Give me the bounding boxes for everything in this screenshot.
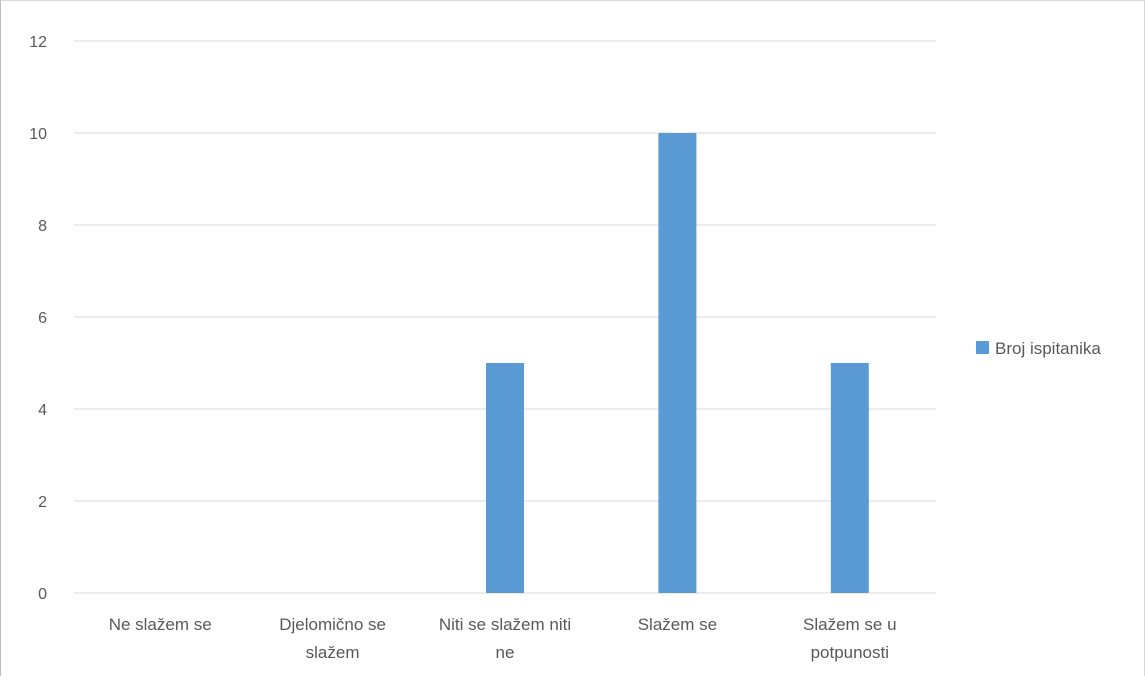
legend: Broj ispitanika [976,339,1101,358]
y-tick-label: 0 [38,586,47,603]
legend-swatch [976,341,989,354]
legend-label: Broj ispitanika [995,339,1101,358]
y-tick-label: 12 [29,34,47,51]
y-tick-label: 10 [29,126,47,143]
bar [658,133,697,593]
y-axis-tick-labels: 0 2 4 6 8 10 12 [29,34,47,603]
y-tick-label: 2 [38,494,47,511]
x-category-label: ne [496,643,515,662]
y-tick-label: 6 [38,310,47,327]
x-category-label: Slažem se [638,615,717,634]
x-category-label: slažem [306,643,360,662]
bar [486,363,524,593]
bars [486,133,869,593]
x-category-label: potpunosti [811,643,889,662]
x-category-label: Djelomično se [279,615,386,634]
x-category-label: Ne slažem se [109,615,212,634]
x-axis-category-labels: Ne slažem se Djelomično se slažem Niti se s… [109,615,897,662]
bar [830,363,869,593]
y-tick-label: 4 [38,402,47,419]
x-category-label: Slažem se u [803,615,897,634]
y-tick-label: 8 [38,218,47,235]
x-category-label: Niti se slažem niti [439,615,571,634]
